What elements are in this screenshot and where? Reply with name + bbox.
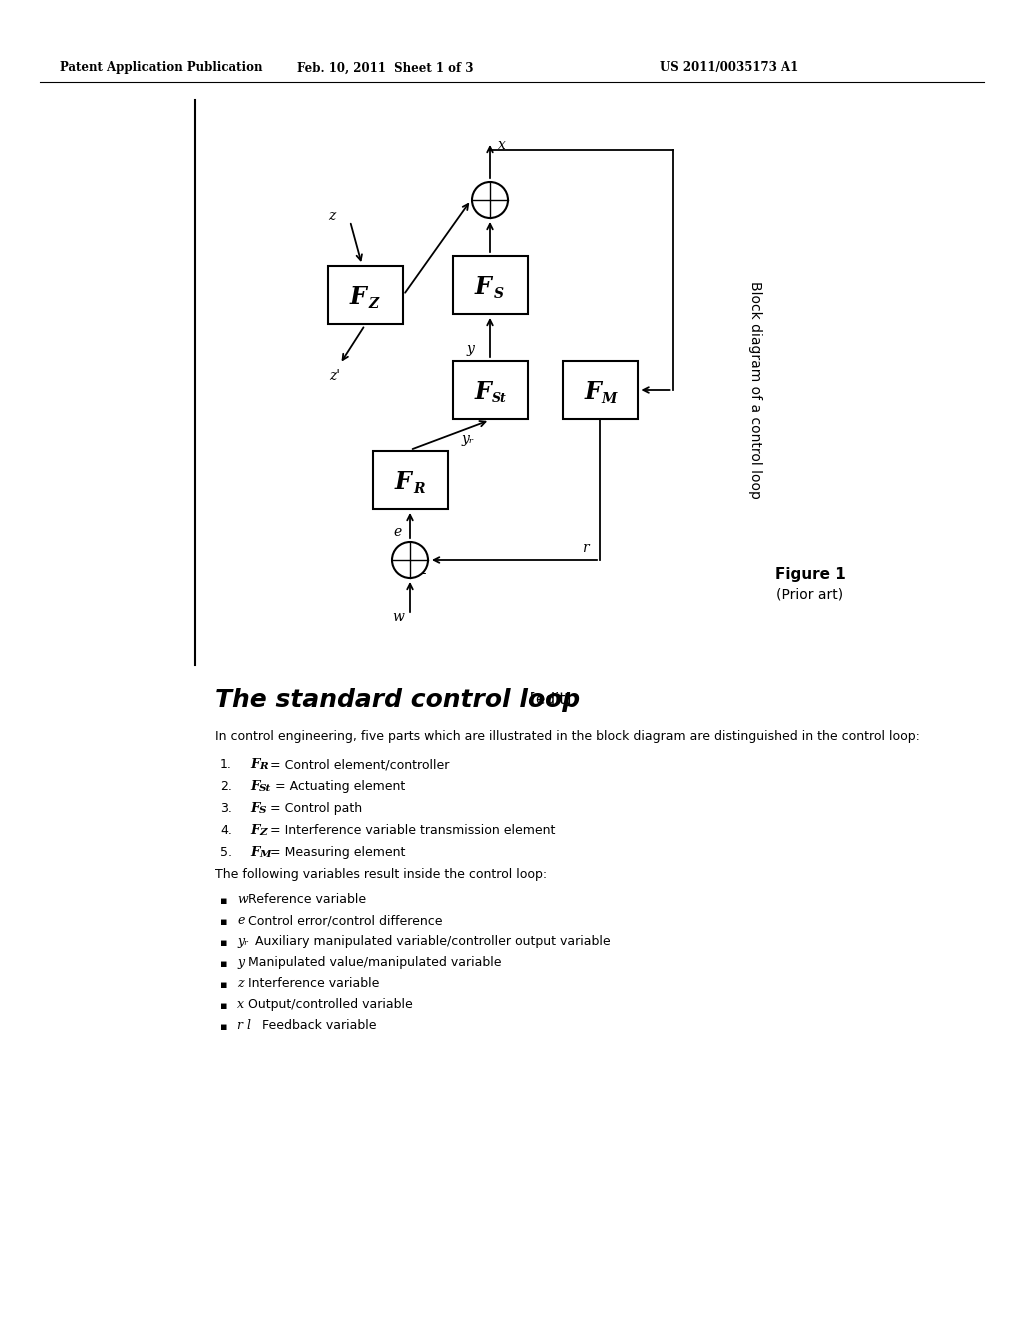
Text: ▪: ▪ (220, 939, 227, 948)
Text: ▪: ▪ (220, 1001, 227, 1011)
Text: z: z (329, 209, 336, 223)
Text: yᵣ: yᵣ (462, 432, 474, 446)
Text: F: F (250, 824, 259, 837)
Text: F: F (250, 846, 259, 859)
Text: e: e (237, 913, 245, 927)
Text: St: St (492, 392, 507, 405)
Text: Control error/control difference: Control error/control difference (244, 913, 442, 927)
Text: F: F (250, 803, 259, 814)
Text: 5.: 5. (220, 846, 232, 859)
Text: M: M (601, 392, 616, 407)
Text: Interference variable: Interference variable (244, 977, 379, 990)
Text: ▪: ▪ (220, 1022, 227, 1032)
Text: R: R (414, 482, 425, 496)
Text: F: F (475, 380, 492, 404)
Text: Auxiliary manipulated variable/controller output variable: Auxiliary manipulated variable/controlle… (251, 935, 610, 948)
Text: y: y (466, 342, 474, 356)
Text: yᵣ: yᵣ (237, 935, 249, 948)
Text: US 2011/0035173 A1: US 2011/0035173 A1 (660, 62, 799, 74)
Text: = Control element/controller: = Control element/controller (266, 758, 450, 771)
Text: y: y (237, 956, 244, 969)
Text: ▪: ▪ (220, 979, 227, 990)
Text: Manipulated value/manipulated variable: Manipulated value/manipulated variable (244, 956, 502, 969)
Text: [edit]: [edit] (525, 692, 571, 708)
Text: Output/controlled variable: Output/controlled variable (244, 998, 413, 1011)
Text: Z: Z (259, 828, 266, 837)
Text: ▪: ▪ (220, 896, 227, 906)
Text: z': z' (330, 370, 341, 383)
Text: z: z (237, 977, 244, 990)
Text: x: x (498, 139, 506, 152)
Text: = Actuating element: = Actuating element (271, 780, 406, 793)
Text: = Measuring element: = Measuring element (266, 846, 406, 859)
Text: Figure 1: Figure 1 (774, 568, 846, 582)
Text: Feb. 10, 2011  Sheet 1 of 3: Feb. 10, 2011 Sheet 1 of 3 (297, 62, 473, 74)
Text: S: S (259, 807, 266, 814)
Text: In control engineering, five parts which are illustrated in the block diagram ar: In control engineering, five parts which… (215, 730, 920, 743)
Circle shape (472, 182, 508, 218)
Text: R: R (259, 762, 267, 771)
Text: The following variables result inside the control loop:: The following variables result inside th… (215, 869, 547, 880)
Bar (453, 256, 527, 314)
Text: r l: r l (237, 1019, 251, 1032)
Text: -: - (422, 568, 426, 581)
Text: Patent Application Publication: Patent Application Publication (60, 62, 262, 74)
Bar (328, 267, 402, 323)
Text: 3.: 3. (220, 803, 231, 814)
Text: 2.: 2. (220, 780, 231, 793)
Text: r: r (582, 541, 589, 554)
Text: F: F (250, 758, 259, 771)
Text: Reference variable: Reference variable (244, 894, 367, 906)
Text: (Prior art): (Prior art) (776, 587, 844, 602)
Text: w: w (392, 610, 403, 624)
Bar (373, 451, 447, 510)
Text: 4.: 4. (220, 824, 231, 837)
Text: F: F (250, 780, 259, 793)
Text: = Interference variable transmission element: = Interference variable transmission ele… (266, 824, 555, 837)
Text: ▪: ▪ (220, 917, 227, 927)
Text: x: x (237, 998, 244, 1011)
Text: F: F (475, 275, 492, 300)
Text: The standard control loop: The standard control loop (215, 688, 581, 711)
Text: M: M (259, 850, 270, 859)
Circle shape (392, 543, 428, 578)
Text: Feedback variable: Feedback variable (258, 1019, 377, 1032)
Text: S: S (494, 286, 504, 301)
Bar (562, 360, 638, 418)
Bar (453, 360, 527, 418)
Text: F: F (585, 380, 601, 404)
Text: ▪: ▪ (220, 960, 227, 969)
Text: 1.: 1. (220, 758, 231, 771)
Text: Z: Z (369, 297, 379, 312)
Text: e: e (394, 525, 402, 539)
Text: = Control path: = Control path (266, 803, 362, 814)
Text: St: St (259, 784, 271, 793)
Text: Block diagram of a control loop: Block diagram of a control loop (748, 281, 762, 499)
Text: w: w (237, 894, 248, 906)
Text: F: F (394, 470, 412, 494)
Text: F: F (349, 285, 367, 309)
